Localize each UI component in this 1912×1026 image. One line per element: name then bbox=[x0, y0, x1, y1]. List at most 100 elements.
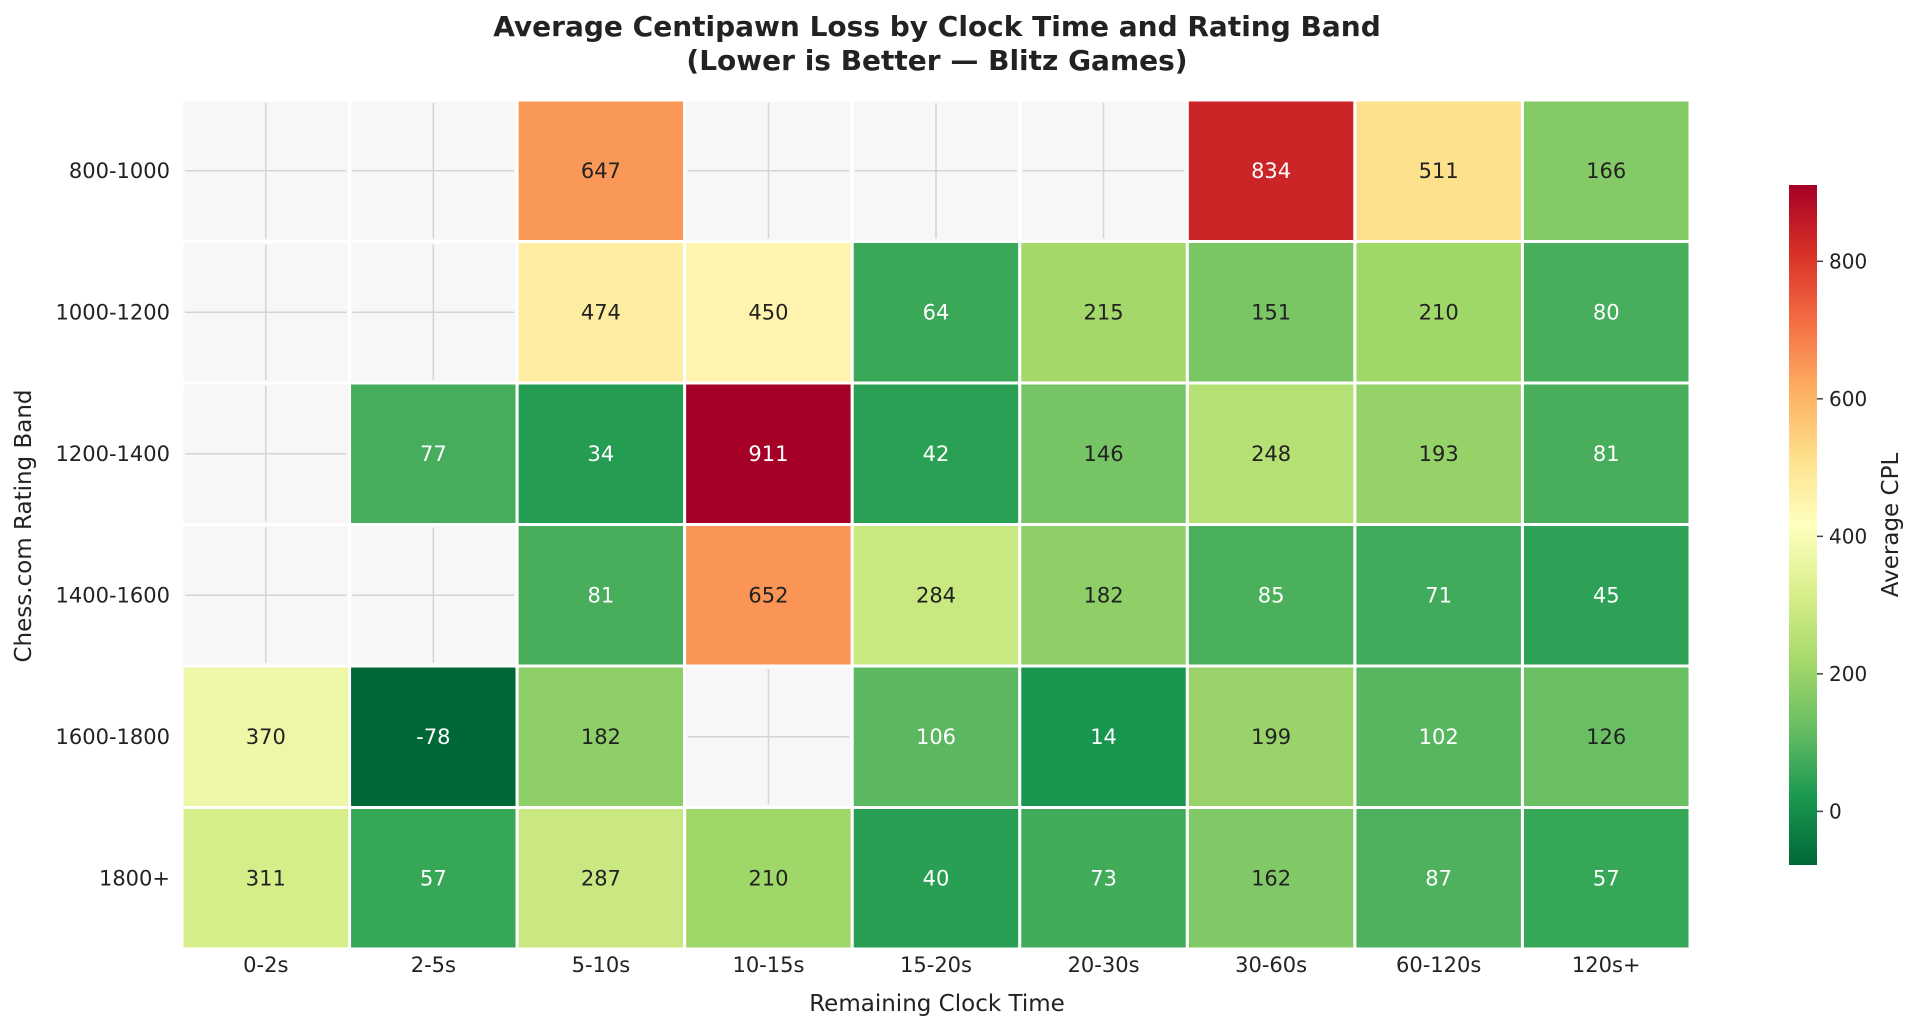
x-tick-label: 15-20s bbox=[900, 953, 972, 977]
heatmap-cell bbox=[515, 240, 687, 385]
heatmap-cell bbox=[1520, 240, 1692, 385]
heatmap-cell bbox=[1520, 523, 1692, 668]
cell-value-label: 193 bbox=[1419, 442, 1459, 466]
cell-value-label: 42 bbox=[923, 442, 950, 466]
y-tick-label: 1600-1800 bbox=[56, 725, 170, 749]
colorbar-gradient bbox=[1789, 185, 1817, 865]
cell-value-label: 248 bbox=[1251, 442, 1291, 466]
colorbar-tick-label: 200 bbox=[1829, 662, 1867, 686]
heatmap-cell bbox=[1520, 806, 1692, 951]
heatmap-cell bbox=[683, 381, 854, 526]
colorbar-tick-label: 0 bbox=[1829, 799, 1842, 823]
cell-value-label: 311 bbox=[246, 866, 286, 890]
cell-value-label: 215 bbox=[1084, 300, 1124, 324]
heatmap-cell bbox=[1520, 381, 1692, 526]
cell-value-label: 450 bbox=[748, 300, 788, 324]
y-tick-label: 1000-1200 bbox=[56, 300, 170, 324]
x-axis-label: Remaining Clock Time bbox=[809, 991, 1065, 1017]
heatmap-cell bbox=[850, 240, 1022, 385]
heatmap-cell bbox=[515, 98, 687, 243]
heatmap-cell bbox=[1353, 806, 1524, 951]
cell-value-label: 210 bbox=[1419, 300, 1459, 324]
heatmap-cell bbox=[1353, 98, 1524, 243]
cell-value-label: 57 bbox=[1593, 866, 1620, 890]
y-tick-label: 1200-1400 bbox=[56, 442, 170, 466]
cell-value-label: 182 bbox=[1084, 583, 1124, 607]
cell-value-label: -78 bbox=[416, 725, 450, 749]
heatmap-cell bbox=[180, 664, 352, 809]
y-axis-ticks: 800-1000 1000-1200 1200-1400 1400-1600 1600-… bbox=[56, 159, 170, 891]
heatmap-cell bbox=[850, 381, 1022, 526]
x-tick-label: 60-120s bbox=[1396, 953, 1481, 977]
cell-value-label: 151 bbox=[1251, 300, 1291, 324]
heatmap-cell bbox=[1353, 240, 1524, 385]
cell-value-label: 210 bbox=[748, 866, 788, 890]
cell-value-label: 652 bbox=[748, 583, 788, 607]
cell-value-label: 34 bbox=[588, 442, 615, 466]
y-tick-label: 1400-1600 bbox=[56, 583, 170, 607]
cell-value-label: 81 bbox=[588, 583, 615, 607]
colorbar-tick-label: 800 bbox=[1829, 249, 1867, 273]
heatmap-cell bbox=[1185, 240, 1357, 385]
heatmap-cell bbox=[683, 806, 854, 951]
plot-area: 647 834 511 166 474 450 64 215 151 210 80 77 34 911 42… bbox=[180, 98, 1692, 951]
y-axis-label: Chess.com Rating Band bbox=[11, 389, 37, 662]
cell-value-label: 370 bbox=[246, 725, 286, 749]
cell-value-label: 87 bbox=[1425, 866, 1452, 890]
x-tick-label: 10-15s bbox=[732, 953, 804, 977]
cell-value-label: 911 bbox=[748, 442, 788, 466]
heatmap-cell bbox=[1185, 664, 1357, 809]
cell-value-label: 182 bbox=[581, 725, 621, 749]
x-tick-label: 120s+ bbox=[1572, 953, 1641, 977]
heatmap-cell bbox=[180, 806, 352, 951]
cell-value-label: 126 bbox=[1586, 725, 1626, 749]
cell-value-label: 73 bbox=[1090, 866, 1117, 890]
cell-value-label: 166 bbox=[1586, 159, 1626, 183]
x-tick-label: 0-2s bbox=[243, 953, 288, 977]
cell-value-label: 14 bbox=[1090, 725, 1117, 749]
heatmap-cell bbox=[1018, 664, 1189, 809]
cell-value-label: 71 bbox=[1425, 583, 1452, 607]
cell-value-label: 81 bbox=[1593, 442, 1620, 466]
heatmap-cell bbox=[850, 806, 1022, 951]
cell-value-label: 102 bbox=[1419, 725, 1459, 749]
cell-value-label: 85 bbox=[1258, 583, 1285, 607]
colorbar-label: Average CPL bbox=[1878, 453, 1904, 598]
heatmap-cell bbox=[515, 806, 687, 951]
cell-value-label: 162 bbox=[1251, 866, 1291, 890]
cell-value-label: 106 bbox=[916, 725, 956, 749]
chart-subtitle: (Lower is Better — Blitz Games) bbox=[686, 44, 1187, 77]
colorbar-tick-label: 400 bbox=[1829, 524, 1867, 548]
colorbar: 0 200 400 600 800 Average CPL bbox=[1789, 185, 1904, 865]
heatmap-cell bbox=[348, 806, 519, 951]
cell-value-label: 199 bbox=[1251, 725, 1291, 749]
x-axis-ticks: 0-2s 2-5s 5-10s 10-15s 15-20s 20-30s 30-60s 60-… bbox=[243, 953, 1640, 977]
y-tick-label: 800-1000 bbox=[69, 159, 170, 183]
heatmap-cell bbox=[1520, 664, 1692, 809]
cell-value-label: 146 bbox=[1084, 442, 1124, 466]
heatmap-cell bbox=[515, 381, 687, 526]
cell-value-label: 40 bbox=[923, 866, 950, 890]
colorbar-tick-label: 600 bbox=[1829, 387, 1867, 411]
x-tick-label: 20-30s bbox=[1068, 953, 1140, 977]
cell-value-label: 474 bbox=[581, 300, 621, 324]
heatmap-cell bbox=[1018, 806, 1189, 951]
cell-value-label: 57 bbox=[420, 866, 447, 890]
x-tick-label: 5-10s bbox=[572, 953, 631, 977]
heatmap-cell bbox=[683, 523, 854, 668]
heatmap-cell bbox=[515, 664, 687, 809]
colorbar-ticks: 0 200 400 600 800 bbox=[1817, 249, 1867, 823]
cell-value-label: 834 bbox=[1251, 159, 1291, 183]
y-tick-label: 1800+ bbox=[99, 866, 170, 890]
cell-value-label: 284 bbox=[916, 583, 956, 607]
cell-value-label: 647 bbox=[581, 159, 621, 183]
heatmap-cell bbox=[348, 381, 519, 526]
cell-value-label: 64 bbox=[923, 300, 950, 324]
cell-value-label: 287 bbox=[581, 866, 621, 890]
chart-title: Average Centipawn Loss by Clock Time and… bbox=[493, 10, 1381, 43]
x-tick-label: 30-60s bbox=[1235, 953, 1307, 977]
cell-value-label: 80 bbox=[1593, 300, 1620, 324]
cell-value-label: 77 bbox=[420, 442, 447, 466]
